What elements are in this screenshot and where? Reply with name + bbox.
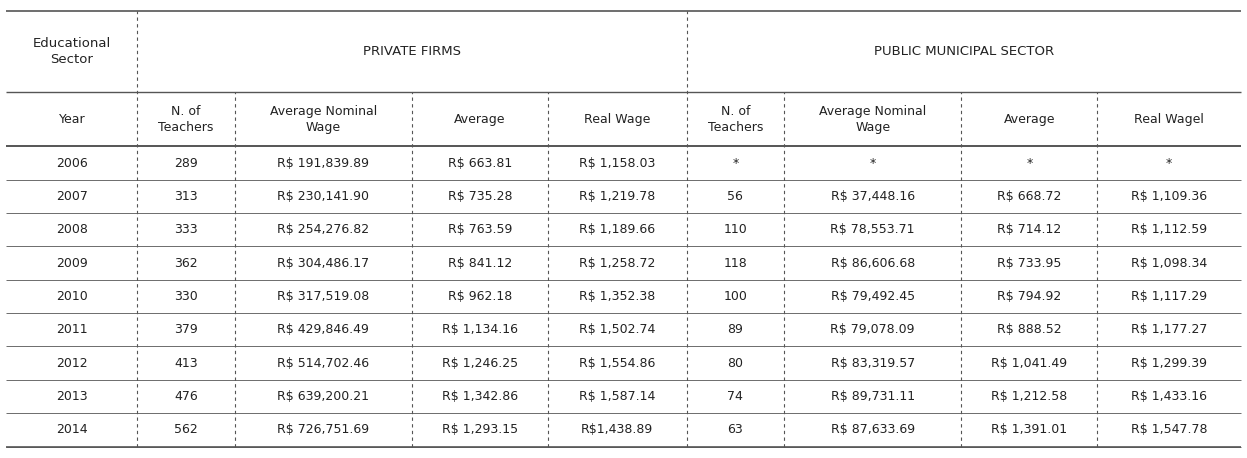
Text: 313: 313 <box>175 190 198 203</box>
Text: *: * <box>1166 157 1172 169</box>
Text: R$1,438.89: R$1,438.89 <box>581 423 653 436</box>
Text: R$ 79,492.45: R$ 79,492.45 <box>831 290 915 303</box>
Text: R$ 1,352.38: R$ 1,352.38 <box>579 290 656 303</box>
Text: R$ 1,391.01: R$ 1,391.01 <box>991 423 1067 436</box>
Text: Average Nominal
Wage: Average Nominal Wage <box>819 104 927 134</box>
Text: R$ 714.12: R$ 714.12 <box>998 223 1061 236</box>
Text: 2013: 2013 <box>56 390 87 403</box>
Text: Average Nominal
Wage: Average Nominal Wage <box>269 104 377 134</box>
Text: 89: 89 <box>727 323 743 336</box>
Text: 2014: 2014 <box>56 423 87 436</box>
Text: R$ 514,702.46: R$ 514,702.46 <box>277 357 369 370</box>
Text: 2011: 2011 <box>56 323 87 336</box>
Text: *: * <box>732 157 738 169</box>
Text: R$ 1,433.16: R$ 1,433.16 <box>1131 390 1207 403</box>
Text: R$ 794.92: R$ 794.92 <box>998 290 1061 303</box>
Text: R$ 86,606.68: R$ 86,606.68 <box>831 256 915 270</box>
Text: R$ 1,134.16: R$ 1,134.16 <box>441 323 518 336</box>
Text: R$ 841.12: R$ 841.12 <box>448 256 513 270</box>
Text: Average: Average <box>1004 113 1055 125</box>
Text: N. of
Teachers: N. of Teachers <box>158 104 213 134</box>
Text: 2012: 2012 <box>56 357 87 370</box>
Text: R$ 1,112.59: R$ 1,112.59 <box>1131 223 1207 236</box>
Text: R$ 1,177.27: R$ 1,177.27 <box>1131 323 1207 336</box>
Text: R$ 1,342.86: R$ 1,342.86 <box>441 390 518 403</box>
Text: 2006: 2006 <box>56 157 87 169</box>
Text: 362: 362 <box>175 256 198 270</box>
Text: *: * <box>869 157 875 169</box>
Text: R$ 735.28: R$ 735.28 <box>448 190 513 203</box>
Text: 2007: 2007 <box>56 190 87 203</box>
Text: Year: Year <box>59 113 85 125</box>
Text: R$ 89,731.11: R$ 89,731.11 <box>831 390 915 403</box>
Text: 333: 333 <box>175 223 198 236</box>
Text: R$ 1,158.03: R$ 1,158.03 <box>579 157 656 169</box>
Text: R$ 83,319.57: R$ 83,319.57 <box>831 357 915 370</box>
Text: R$ 254,276.82: R$ 254,276.82 <box>277 223 369 236</box>
Text: R$ 1,246.25: R$ 1,246.25 <box>441 357 518 370</box>
Text: R$ 639,200.21: R$ 639,200.21 <box>277 390 369 403</box>
Text: R$ 1,258.72: R$ 1,258.72 <box>579 256 656 270</box>
Text: R$ 1,219.78: R$ 1,219.78 <box>579 190 656 203</box>
Text: R$ 668.72: R$ 668.72 <box>998 190 1061 203</box>
Text: R$ 230,141.90: R$ 230,141.90 <box>277 190 369 203</box>
Text: R$ 1,587.14: R$ 1,587.14 <box>579 390 656 403</box>
Text: 413: 413 <box>175 357 198 370</box>
Text: Educational
Sector: Educational Sector <box>32 37 111 66</box>
Text: R$ 78,553.71: R$ 78,553.71 <box>831 223 915 236</box>
Text: R$ 726,751.69: R$ 726,751.69 <box>277 423 369 436</box>
Text: R$ 429,846.49: R$ 429,846.49 <box>277 323 369 336</box>
Text: R$ 1,299.39: R$ 1,299.39 <box>1131 357 1207 370</box>
Text: R$ 763.59: R$ 763.59 <box>448 223 513 236</box>
Text: 110: 110 <box>723 223 747 236</box>
Text: R$ 1,212.58: R$ 1,212.58 <box>991 390 1067 403</box>
Text: 2010: 2010 <box>56 290 87 303</box>
Text: R$ 1,502.74: R$ 1,502.74 <box>579 323 656 336</box>
Text: 74: 74 <box>727 390 743 403</box>
Text: 476: 476 <box>175 390 198 403</box>
Text: R$ 37,448.16: R$ 37,448.16 <box>831 190 915 203</box>
Text: PUBLIC MUNICIPAL SECTOR: PUBLIC MUNICIPAL SECTOR <box>874 45 1054 58</box>
Text: N. of
Teachers: N. of Teachers <box>708 104 763 134</box>
Text: Average: Average <box>454 113 506 125</box>
Text: R$ 79,078.09: R$ 79,078.09 <box>831 323 915 336</box>
Text: R$ 1,189.66: R$ 1,189.66 <box>580 223 656 236</box>
Text: R$ 663.81: R$ 663.81 <box>448 157 513 169</box>
Text: R$ 1,117.29: R$ 1,117.29 <box>1131 290 1207 303</box>
Text: R$ 87,633.69: R$ 87,633.69 <box>831 423 915 436</box>
Text: Real Wagel: Real Wagel <box>1134 113 1203 125</box>
Text: R$ 1,109.36: R$ 1,109.36 <box>1131 190 1207 203</box>
Text: 562: 562 <box>175 423 198 436</box>
Text: R$ 191,839.89: R$ 191,839.89 <box>277 157 369 169</box>
Text: R$ 317,519.08: R$ 317,519.08 <box>277 290 369 303</box>
Text: *: * <box>1026 157 1033 169</box>
Text: R$ 1,041.49: R$ 1,041.49 <box>991 357 1067 370</box>
Text: 63: 63 <box>727 423 743 436</box>
Text: 80: 80 <box>727 357 743 370</box>
Text: 330: 330 <box>175 290 198 303</box>
Text: 379: 379 <box>175 323 198 336</box>
Text: R$ 304,486.17: R$ 304,486.17 <box>277 256 369 270</box>
Text: 289: 289 <box>175 157 198 169</box>
Text: R$ 1,098.34: R$ 1,098.34 <box>1131 256 1207 270</box>
Text: R$ 888.52: R$ 888.52 <box>998 323 1061 336</box>
Text: 56: 56 <box>727 190 743 203</box>
Text: Real Wage: Real Wage <box>584 113 651 125</box>
Text: R$ 1,547.78: R$ 1,547.78 <box>1131 423 1207 436</box>
Text: R$ 1,293.15: R$ 1,293.15 <box>441 423 518 436</box>
Text: 118: 118 <box>723 256 747 270</box>
Text: 2008: 2008 <box>56 223 87 236</box>
Text: 2009: 2009 <box>56 256 87 270</box>
Text: R$ 962.18: R$ 962.18 <box>448 290 513 303</box>
Text: R$ 1,554.86: R$ 1,554.86 <box>579 357 656 370</box>
Text: R$ 733.95: R$ 733.95 <box>998 256 1061 270</box>
Text: PRIVATE FIRMS: PRIVATE FIRMS <box>363 45 461 58</box>
Text: 100: 100 <box>723 290 747 303</box>
